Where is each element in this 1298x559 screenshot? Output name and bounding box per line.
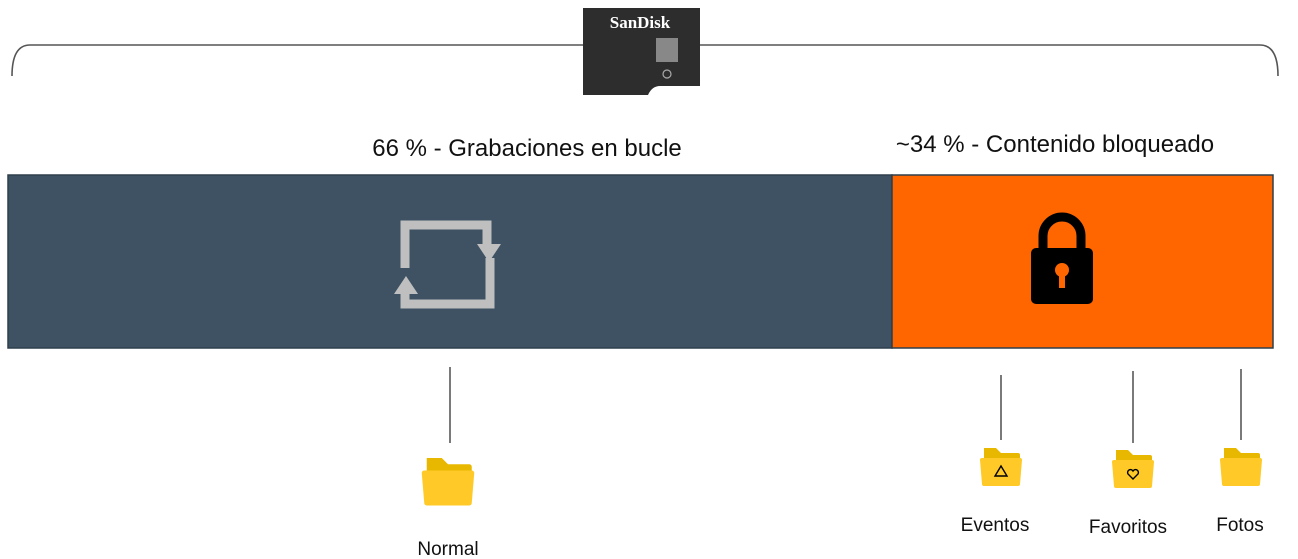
folder-icon <box>980 448 1022 486</box>
loop-arrows <box>394 244 501 294</box>
bracket <box>11 44 1279 77</box>
folder-label: Favoritos <box>1089 517 1167 538</box>
segment-label: 66 % - Grabaciones en bucle <box>372 135 682 162</box>
folder-icon <box>1220 448 1262 486</box>
folder-label: Normal <box>417 539 478 559</box>
brand: SanDisk <box>610 13 671 32</box>
folder-label: Fotos <box>1216 515 1264 536</box>
folder-icon <box>1112 450 1154 488</box>
lock-icon <box>1031 212 1093 304</box>
folder-icon <box>421 458 475 506</box>
folder-label: Eventos <box>961 515 1030 536</box>
loop-icon <box>400 220 495 309</box>
sd-card: SanDisk <box>583 8 700 95</box>
loop-segment <box>7 174 893 349</box>
segment-label: ~34 % - Contenido bloqueado <box>896 131 1214 158</box>
